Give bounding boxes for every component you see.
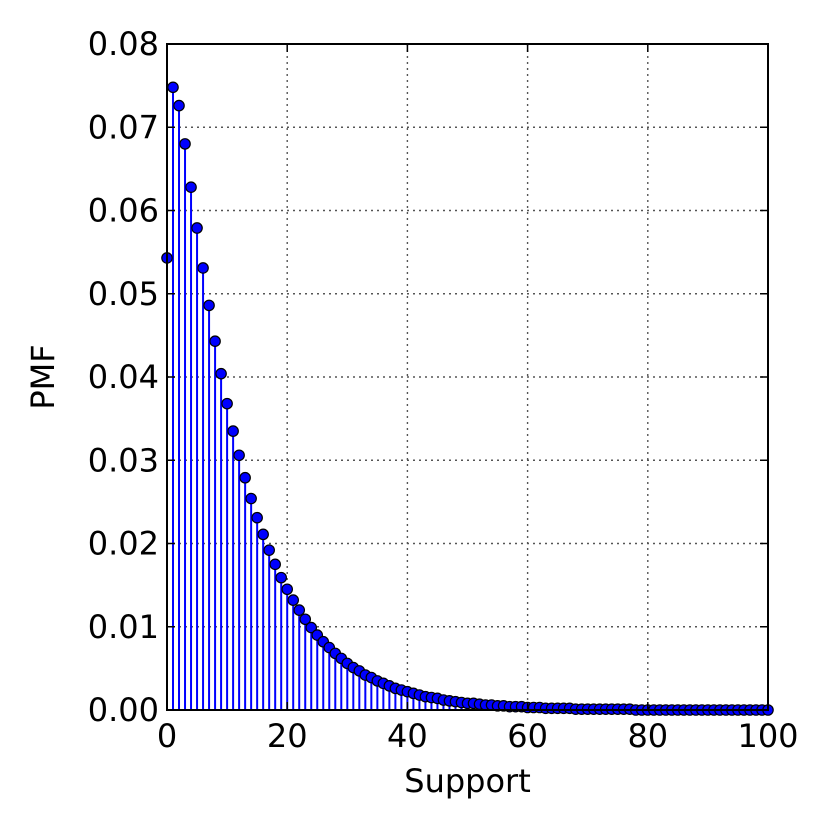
stem-marker	[275, 571, 287, 584]
stem-marker	[215, 367, 227, 380]
x-tick-labels: 0 20 40 60 80 100	[157, 717, 799, 755]
y-tick-label: 0.07	[88, 108, 159, 146]
stem-marker	[257, 528, 269, 541]
stem-marker	[185, 181, 197, 193]
stem-marker	[251, 511, 263, 524]
stem-marker	[167, 81, 179, 94]
markers	[161, 81, 774, 716]
y-tick-label: 0.01	[88, 608, 159, 646]
stem-marker	[209, 335, 221, 348]
x-tick-label: 40	[387, 717, 428, 755]
stem-marker	[245, 492, 257, 505]
y-tick-label: 0.04	[88, 358, 159, 396]
x-tick-label: 60	[507, 717, 548, 755]
stem-marker	[281, 583, 293, 596]
y-tick-label: 0.00	[88, 691, 159, 729]
stem-marker	[269, 558, 281, 571]
stem-marker	[305, 621, 318, 634]
stem-marker	[263, 544, 275, 556]
x-tick-label: 20	[267, 717, 308, 755]
y-tick-labels: 0.00 0.01 0.02 0.03 0.04 0.05 0.06 0.07 0.08	[88, 25, 159, 729]
x-tick-label: 80	[627, 717, 668, 755]
stem-marker	[197, 262, 209, 274]
stem-marker	[191, 222, 203, 234]
x-axis-label: Support	[404, 762, 531, 800]
stems	[166, 87, 631, 710]
x-tick-label: 100	[737, 717, 798, 755]
y-tick-label: 0.02	[88, 525, 159, 563]
stem-marker	[287, 594, 300, 606]
stem-marker	[173, 99, 185, 112]
x-tick-label: 0	[157, 717, 177, 755]
y-tick-label: 0.03	[88, 441, 159, 479]
stem-marker	[203, 299, 215, 312]
stem-marker	[179, 138, 191, 150]
y-tick-label: 0.06	[88, 192, 159, 230]
y-tick-label: 0.08	[88, 25, 159, 63]
stem-marker	[227, 425, 239, 437]
y-axis-label: PMF	[24, 344, 62, 409]
stem-marker	[221, 397, 233, 410]
y-tick-label: 0.05	[88, 275, 159, 313]
stem-marker	[239, 471, 251, 484]
ticks	[166, 43, 769, 711]
stem-marker	[233, 449, 245, 462]
stem-marker	[299, 613, 312, 626]
stem-marker	[293, 604, 306, 616]
